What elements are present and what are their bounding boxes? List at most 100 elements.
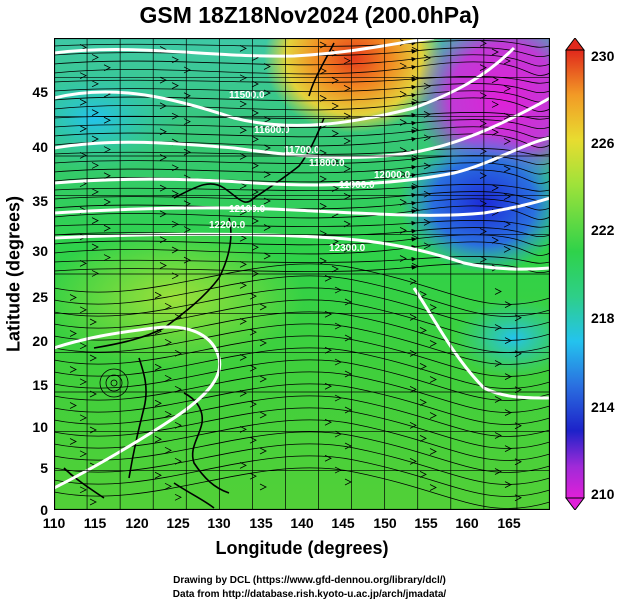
flow-arrow <box>259 483 267 491</box>
flow-arrow <box>249 292 257 300</box>
flow-arrow <box>259 447 267 455</box>
flow-arrow <box>164 482 172 490</box>
flow-arrow <box>239 462 247 469</box>
plot-frame <box>54 38 550 510</box>
flow-arrow <box>399 170 407 178</box>
flow-arrow <box>319 149 327 157</box>
flow-arrow <box>251 217 259 225</box>
grid-lines <box>54 38 550 510</box>
flow-arrow <box>91 54 99 61</box>
flow-arrow <box>399 198 407 206</box>
flow-arrow <box>343 85 351 92</box>
flow-arrow <box>239 100 247 108</box>
flow-arrow <box>259 303 267 311</box>
data-credit: Data from http://database.rish.kyoto-u.a… <box>172 589 447 600</box>
flow-arrow <box>503 137 511 145</box>
streamline <box>54 97 550 112</box>
streamline <box>54 198 550 211</box>
flow-arrow <box>429 484 437 491</box>
flow-arrow <box>91 217 99 225</box>
flow-arrow <box>103 224 111 232</box>
streamline <box>54 359 550 401</box>
streamline <box>54 119 550 130</box>
y-tick-label: 5 <box>40 460 48 476</box>
flow-arrow <box>263 252 271 260</box>
flow-arrow <box>239 354 247 361</box>
flow-arrow <box>479 200 487 207</box>
flow-arrow <box>91 135 99 143</box>
flow-arrow <box>79 450 87 458</box>
flow-arrow <box>504 409 512 416</box>
flow-arrow <box>154 363 162 371</box>
streamline <box>54 371 550 413</box>
streamline <box>54 263 550 305</box>
vortex-streamline <box>105 374 123 392</box>
flow-arrow <box>239 153 247 160</box>
flow-arrow <box>164 410 172 418</box>
flow-arrow <box>419 291 427 298</box>
flow-arrow <box>503 220 511 228</box>
flow-arrow <box>91 162 99 169</box>
x-tick-label: 135 <box>249 515 273 531</box>
colorbar-scale <box>565 49 585 499</box>
streamline <box>54 407 550 449</box>
y-tick-label: 10 <box>32 419 48 435</box>
x-tick-label: 130 <box>207 515 231 531</box>
x-tick-label: 145 <box>331 515 355 531</box>
flow-arrow <box>251 109 259 117</box>
flow-arrow <box>239 182 247 190</box>
flow-arrow <box>89 354 97 362</box>
streamline <box>54 155 550 166</box>
flow-arrow <box>154 471 162 479</box>
flow-arrow <box>69 294 77 301</box>
flow-arrow <box>239 208 247 216</box>
flow-arrow <box>409 314 417 321</box>
streamline <box>54 383 550 425</box>
flow-arrow <box>343 220 351 228</box>
chart-title: GSM 18Z18Nov2024 (200.0hPa) <box>139 2 480 28</box>
flow-arrow <box>429 340 437 347</box>
flow-arrow <box>164 302 172 310</box>
flow-arrow <box>79 342 87 350</box>
flow-arrow <box>239 282 247 289</box>
x-tick-label: 165 <box>497 515 521 531</box>
flow-arrow <box>239 234 247 242</box>
flow-arrow <box>164 374 172 382</box>
flow-arrow <box>263 116 271 123</box>
streamline <box>54 220 550 228</box>
flow-arrow <box>344 442 352 450</box>
flow-arrow <box>479 172 487 180</box>
flow-arrow <box>409 350 417 357</box>
contour-label: 11700.0 <box>284 145 320 156</box>
streamline <box>54 47 550 58</box>
flow-arrow <box>249 436 257 444</box>
flow-arrow <box>343 245 351 253</box>
flow-arrow <box>159 262 167 269</box>
flow-arrow <box>89 426 97 434</box>
flow-arrow <box>239 74 247 82</box>
flow-arrow <box>344 334 352 342</box>
flow-arrow <box>429 412 437 419</box>
flow-arrow <box>344 370 352 378</box>
flow-arrow <box>504 445 512 452</box>
flow-arrow <box>423 54 431 62</box>
vortex-streamline <box>99 368 129 398</box>
streamline <box>54 241 550 256</box>
flow-arrow <box>343 137 351 145</box>
x-tick-label: 125 <box>166 515 190 531</box>
flow-arrow <box>103 198 111 206</box>
flow-arrow <box>259 339 267 347</box>
flow-arrow <box>423 219 431 226</box>
flow-arrow <box>263 224 271 231</box>
streamline <box>54 299 550 341</box>
flow-arrow <box>504 481 512 488</box>
streamline <box>54 347 550 389</box>
colorbar-tick-label: 226 <box>591 135 615 151</box>
flow-arrow <box>103 116 111 124</box>
flow-arrow <box>171 82 179 89</box>
flow-arrow <box>251 243 259 251</box>
flow-arrow <box>494 432 502 439</box>
flow-arrow <box>69 366 77 373</box>
flow-arrow <box>503 85 511 92</box>
flow-arrow <box>263 197 271 205</box>
